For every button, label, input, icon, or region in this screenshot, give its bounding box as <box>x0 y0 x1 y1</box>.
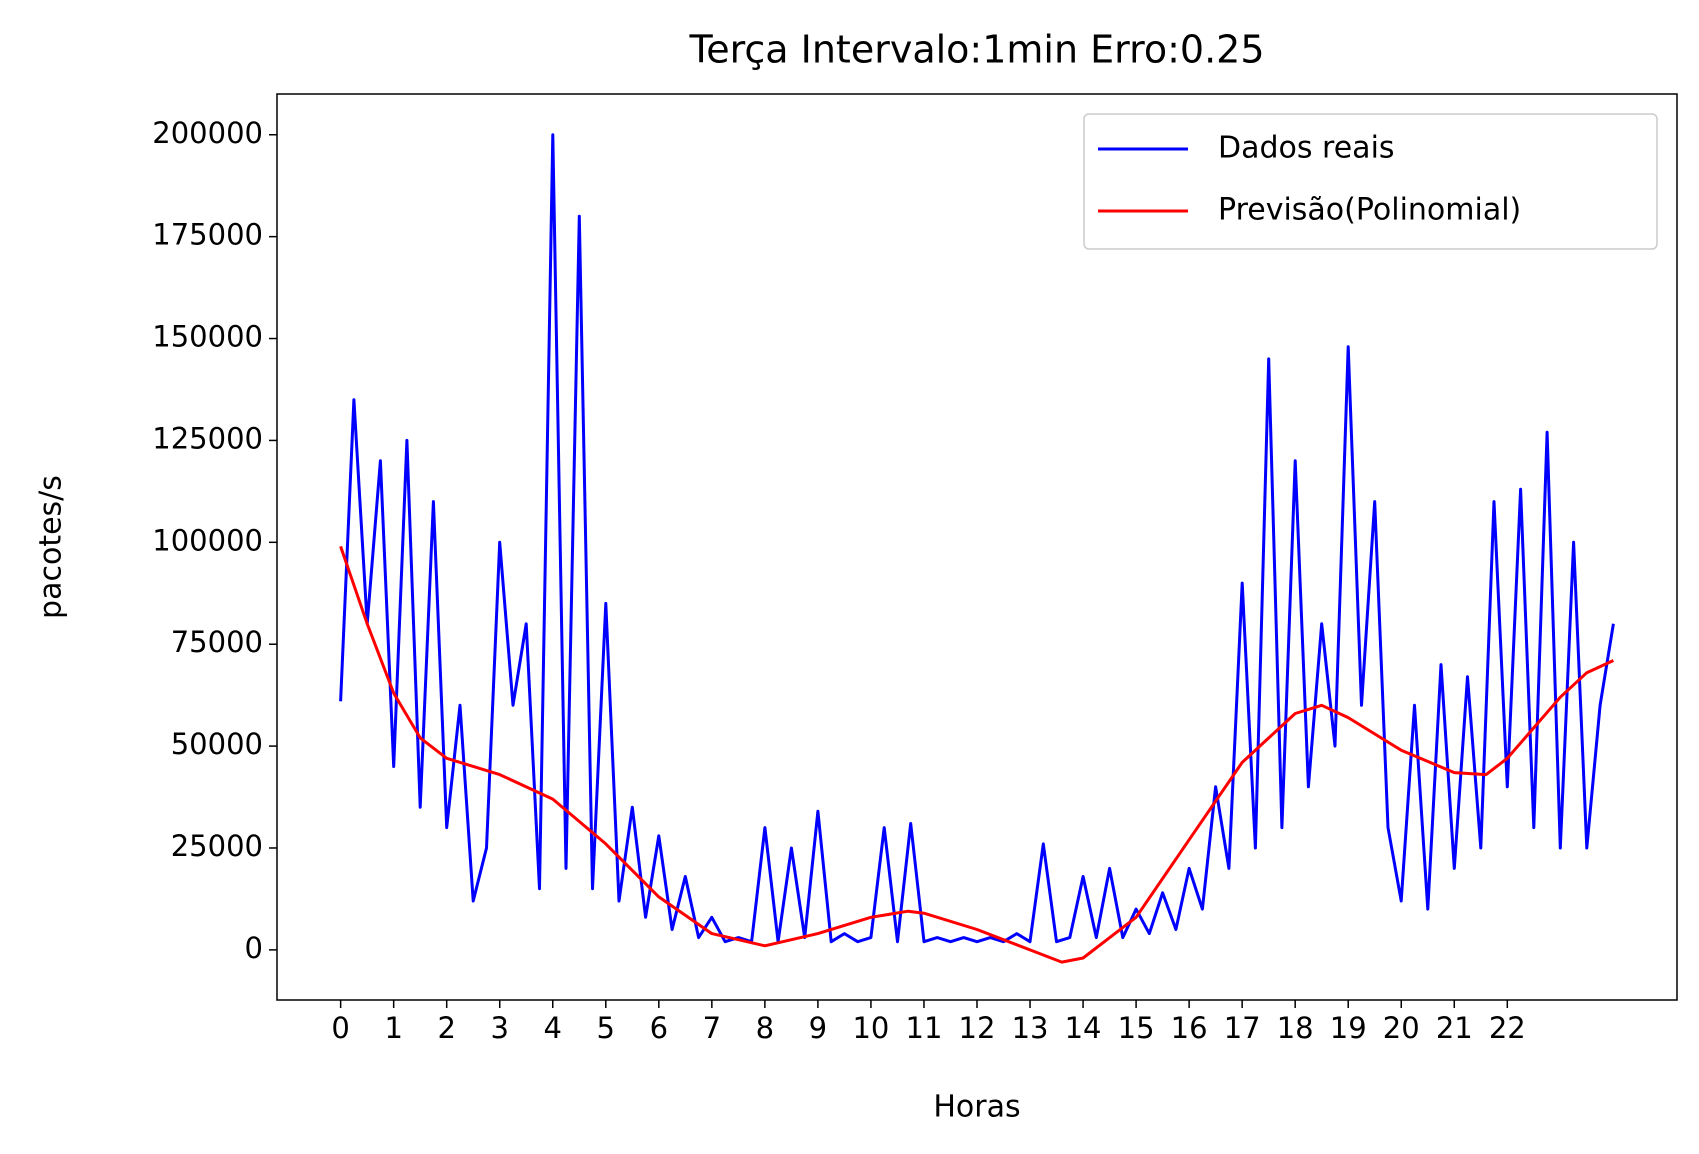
plot-frame <box>276 93 1678 1001</box>
y-tick-label: 150000 <box>152 320 263 354</box>
x-tick-label: 9 <box>809 1011 827 1045</box>
x-tick-label: 21 <box>1436 1011 1473 1045</box>
x-tick-label: 4 <box>544 1011 562 1045</box>
x-axis-label: Horas <box>933 1090 1020 1125</box>
x-tick-label: 17 <box>1224 1011 1261 1045</box>
legend-label: Dados reais <box>1218 131 1395 166</box>
y-tick-label: 100000 <box>152 523 263 557</box>
x-tick-label: 15 <box>1118 1011 1155 1045</box>
x-tick-label: 3 <box>491 1011 509 1045</box>
data-line <box>339 545 1615 964</box>
y-axis-label: pacotes/s <box>34 475 69 619</box>
x-tick-label: 13 <box>1012 1011 1049 1045</box>
x-tick-label: 11 <box>906 1011 943 1045</box>
y-tick-label: 75000 <box>171 625 263 659</box>
y-tick-label: 0 <box>245 931 263 965</box>
chart-title: Terça Intervalo:1min Erro:0.25 <box>688 28 1264 72</box>
y-tick-label: 200000 <box>152 116 263 150</box>
x-tick-label: 18 <box>1277 1011 1314 1045</box>
x-tick-label: 6 <box>650 1011 668 1045</box>
x-tick-label: 19 <box>1330 1011 1367 1045</box>
y-tick-label: 25000 <box>171 829 263 863</box>
y-tick-label: 175000 <box>152 218 263 252</box>
x-tick-label: 14 <box>1065 1011 1102 1045</box>
x-tick-label: 22 <box>1489 1011 1526 1045</box>
y-tick-label: 50000 <box>171 727 263 761</box>
x-tick-label: 7 <box>703 1011 721 1045</box>
x-tick-label: 8 <box>756 1011 774 1045</box>
legend-box <box>1083 113 1658 250</box>
x-tick-label: 5 <box>597 1011 615 1045</box>
x-tick-label: 0 <box>331 1011 349 1045</box>
x-tick-label: 10 <box>852 1011 889 1045</box>
x-tick-label: 1 <box>384 1011 402 1045</box>
x-tick-label: 12 <box>959 1011 996 1045</box>
legend-label: Previsão(Polinomial) <box>1218 193 1521 228</box>
data-line <box>339 133 1615 944</box>
x-tick-label: 16 <box>1171 1011 1208 1045</box>
x-tick-label: 20 <box>1383 1011 1420 1045</box>
y-tick-label: 125000 <box>152 421 263 455</box>
x-tick-label: 2 <box>437 1011 455 1045</box>
